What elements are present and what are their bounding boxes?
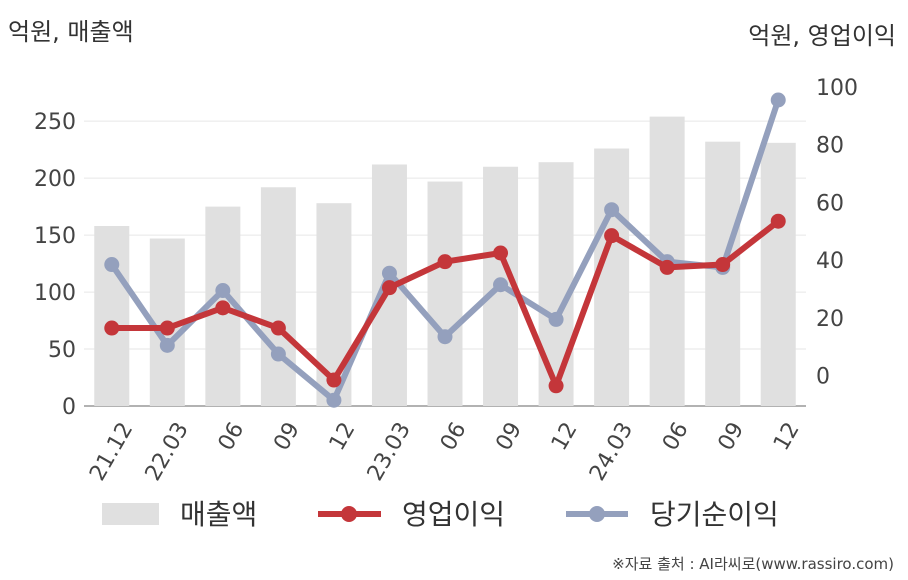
- left-tick-label: 150: [34, 224, 76, 249]
- left-tick-label: 50: [48, 338, 76, 363]
- x-tick-label: 09: [269, 418, 305, 455]
- net-income-line-point: [326, 392, 342, 408]
- profit-lines: [104, 92, 786, 408]
- right-tick-label: 40: [816, 249, 844, 274]
- net-income-line-point: [770, 92, 786, 108]
- operating-profit-line-point: [659, 259, 675, 275]
- operating-profit-line-point: [215, 300, 231, 316]
- revenue-bar: [260, 187, 296, 406]
- right-tick-label: 80: [816, 134, 844, 159]
- net-income-line-point: [215, 283, 231, 299]
- revenue-bar: [427, 181, 463, 406]
- source-note: ※자료 출처 : AI라씨로(www.rassiro.com): [612, 555, 894, 573]
- legend-net-label: 당기순이익: [650, 498, 779, 531]
- right-tick-label: 0: [816, 365, 830, 390]
- x-tick-label: 06: [214, 418, 250, 455]
- operating-profit-line-point: [159, 320, 175, 336]
- left-tick-label: 0: [62, 395, 76, 420]
- x-tick-label: 12: [769, 418, 805, 455]
- legend: 매출액 영업이익 당기순이익: [102, 498, 779, 531]
- operating-profit-line-point: [604, 228, 620, 244]
- x-tick-label: 24.03: [585, 418, 638, 485]
- net-income-line-point: [159, 337, 175, 353]
- right-axis-unit: 억원, 영업이익: [748, 22, 896, 50]
- left-axis-unit: 억원, 매출액: [8, 18, 134, 46]
- right-tick-label: 20: [816, 307, 844, 332]
- x-tick-label: 09: [491, 418, 527, 455]
- net-income-line-point: [381, 265, 397, 281]
- revenue-bars: [94, 116, 796, 406]
- revenue-bar: [594, 148, 630, 406]
- net-income-line-point: [104, 257, 120, 273]
- x-tick-label: 23.03: [363, 418, 416, 485]
- left-tick-label: 100: [34, 281, 76, 306]
- revenue-bar: [760, 142, 796, 406]
- legend-operating-label: 영업이익: [402, 498, 505, 531]
- operating-profit-line-point: [493, 245, 509, 261]
- x-tick-label: 21.12: [85, 418, 138, 485]
- left-tick-label: 200: [34, 167, 76, 192]
- operating-profit-line-point: [770, 213, 786, 229]
- operating-profit-line-point: [104, 320, 120, 336]
- legend-net-marker: [589, 506, 605, 522]
- net-income-line-point: [604, 202, 620, 218]
- operating-profit-line-point: [270, 320, 286, 336]
- operating-profit-line-point: [548, 378, 564, 394]
- x-tick-label: 06: [436, 418, 472, 455]
- operating-profit-line-point: [437, 254, 453, 270]
- x-tick-label: 12: [325, 418, 361, 455]
- right-axis-ticks: 0 20 40 60 80 100: [816, 76, 858, 390]
- net-income-line-point: [493, 277, 509, 293]
- x-tick-label: 06: [658, 418, 694, 455]
- net-income-line-point: [548, 311, 564, 327]
- right-tick-label: 60: [816, 191, 844, 216]
- x-tick-label: 22.03: [141, 418, 194, 485]
- net-income-line-point: [270, 346, 286, 362]
- revenue-bar: [94, 225, 130, 406]
- left-axis-ticks: 0 50 100 150 200 250: [34, 110, 76, 420]
- x-tick-label: 09: [714, 418, 750, 455]
- left-tick-label: 250: [34, 110, 76, 135]
- operating-profit-line-point: [715, 257, 731, 273]
- right-tick-label: 100: [816, 76, 858, 101]
- legend-operating-marker: [341, 506, 357, 522]
- operating-profit-line-point: [326, 372, 342, 388]
- x-axis-ticks: 21.12 22.03 06 09 12 23.03 06 09 12 24.03 06 09 12: [85, 418, 805, 485]
- x-tick-label: 12: [547, 418, 583, 455]
- legend-revenue-label: 매출액: [180, 498, 257, 531]
- legend-revenue-swatch: [102, 503, 159, 525]
- operating-profit-line-point: [381, 280, 397, 296]
- net-income-line-point: [437, 329, 453, 345]
- revenue-bar: [538, 162, 574, 406]
